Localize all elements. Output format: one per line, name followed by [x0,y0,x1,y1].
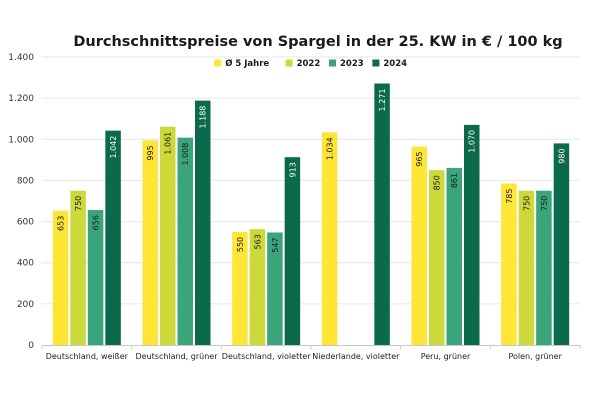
x-tick-label-polen-gr-ner: Polen, grüner [508,352,562,361]
y-tick-label: 0 [28,341,34,351]
bar-deutschland-gr-ner-avg-5-jahre [142,140,158,345]
legend-label: 2022 [297,59,321,69]
data-label-deutschland-violetter-2023: 547 [271,237,280,252]
y-tick-label: 200 [17,300,34,310]
bar-deutschland-gr-ner-2024 [195,100,211,346]
data-label-peru-gr-ner-2022: 850 [433,175,442,190]
bar-deutschland-gr-ner-2023 [177,137,193,345]
y-tick-label: 800 [17,176,34,186]
data-label-polen-gr-ner-avg-5-jahre: 785 [505,189,514,204]
bar-peru-gr-ner-2022 [429,170,445,345]
bar-deutschland-violetter-2022 [249,229,266,345]
y-axis: 0 200 400 600 800 1.000 1.200 1.400 [8,53,34,351]
y-tick-label: 1.200 [8,94,34,104]
bar-deutschland-wei-er-avg-5-jahre [52,210,69,345]
data-label-deutschland-gr-ner-2024: 1.188 [199,106,208,129]
data-label-niederlande-violetter-avg-5-jahre: 1.034 [326,137,335,160]
bar-polen-gr-ner-2022 [518,190,535,345]
bar-deutschland-violetter-2023 [267,232,283,345]
data-label-polen-gr-ner-2023: 750 [540,196,549,211]
bar-deutschland-violetter-2024 [284,157,301,345]
bar-niederlande-violetter-2024 [374,83,390,345]
data-label-peru-gr-ner-avg-5-jahre: 965 [415,151,424,166]
x-tick-label-deutschland-violetter: Deutschland, violetter [222,352,311,361]
bar-polen-gr-ner-avg-5-jahre [501,183,517,345]
x-axis: Deutschland, weißer Deutschland, grüner De… [41,345,581,361]
data-label-deutschland-wei-er-2022: 750 [74,196,83,211]
y-tick-label: 600 [17,218,34,228]
data-labels: 653 750 656 1.042 995 1.061 1.008 1.188 550 563 54… [57,89,567,253]
x-tick-label-deutschland-gr-ner: Deutschland, grüner [135,352,218,361]
data-label-deutschland-gr-ner-avg-5-jahre: 995 [146,145,155,160]
bars [52,83,570,346]
legend: Ø 5 Jahre 2022 2023 2024 [214,58,407,69]
bar-peru-gr-ner-avg-5-jahre [411,146,427,345]
bar-deutschland-gr-ner-2022 [160,126,176,345]
gridlines [42,56,580,305]
legend-swatch [285,59,293,67]
bar-polen-gr-ner-2023 [536,190,552,345]
bar-peru-gr-ner-2024 [464,124,480,345]
legend-item-avg-5-jahre: Ø 5 Jahre [214,58,269,69]
x-tick-label-deutschland-wei-er: Deutschland, weißer [46,352,129,361]
data-label-niederlande-violetter-2024: 1.271 [378,89,387,112]
data-label-polen-gr-ner-2024: 980 [557,148,566,163]
chart-title: Durchschnittspreise von Spargel in der 2… [73,34,562,50]
legend-swatch [372,59,380,67]
x-tick-label-peru-gr-ner: Peru, grüner [421,352,471,361]
data-label-peru-gr-ner-2023: 861 [450,173,459,188]
data-label-deutschland-wei-er-2023: 656 [92,215,101,230]
bar-deutschland-wei-er-2022 [70,190,86,345]
legend-label: Ø 5 Jahre [225,58,269,69]
data-label-polen-gr-ner-2022: 750 [522,196,531,211]
y-tick-label: 400 [17,259,34,269]
legend-label: 2024 [383,59,407,69]
legend-item-2024: 2024 [372,59,407,69]
bar-deutschland-violetter-avg-5-jahre [232,231,248,345]
legend-item-2022: 2022 [285,59,321,69]
x-tick-label-niederlande-violetter: Niederlande, violetter [312,352,400,361]
data-label-deutschland-gr-ner-2022: 1.061 [164,132,173,155]
legend-item-2023: 2023 [329,59,364,69]
bar-polen-gr-ner-2024 [553,143,570,345]
data-label-deutschland-violetter-avg-5-jahre: 550 [236,237,245,252]
bar-deutschland-wei-er-2023 [87,210,104,345]
legend-swatch [214,59,222,67]
data-label-deutschland-wei-er-avg-5-jahre: 653 [57,216,66,231]
y-tick-label: 1.400 [8,53,34,63]
bar-niederlande-violetter-avg-5-jahre [321,132,338,345]
data-label-peru-gr-ner-2024: 1.070 [468,130,477,153]
legend-swatch [329,59,336,67]
bar-deutschland-wei-er-2024 [105,130,121,345]
bar-peru-gr-ner-2023 [446,167,462,345]
data-label-deutschland-gr-ner-2023: 1.008 [181,143,190,166]
data-label-deutschland-wei-er-2024: 1.042 [109,136,118,159]
legend-label: 2023 [340,59,364,69]
y-tick-label: 1.000 [8,135,34,145]
data-label-deutschland-violetter-2024: 913 [288,162,297,177]
data-label-deutschland-violetter-2022: 563 [253,234,262,249]
